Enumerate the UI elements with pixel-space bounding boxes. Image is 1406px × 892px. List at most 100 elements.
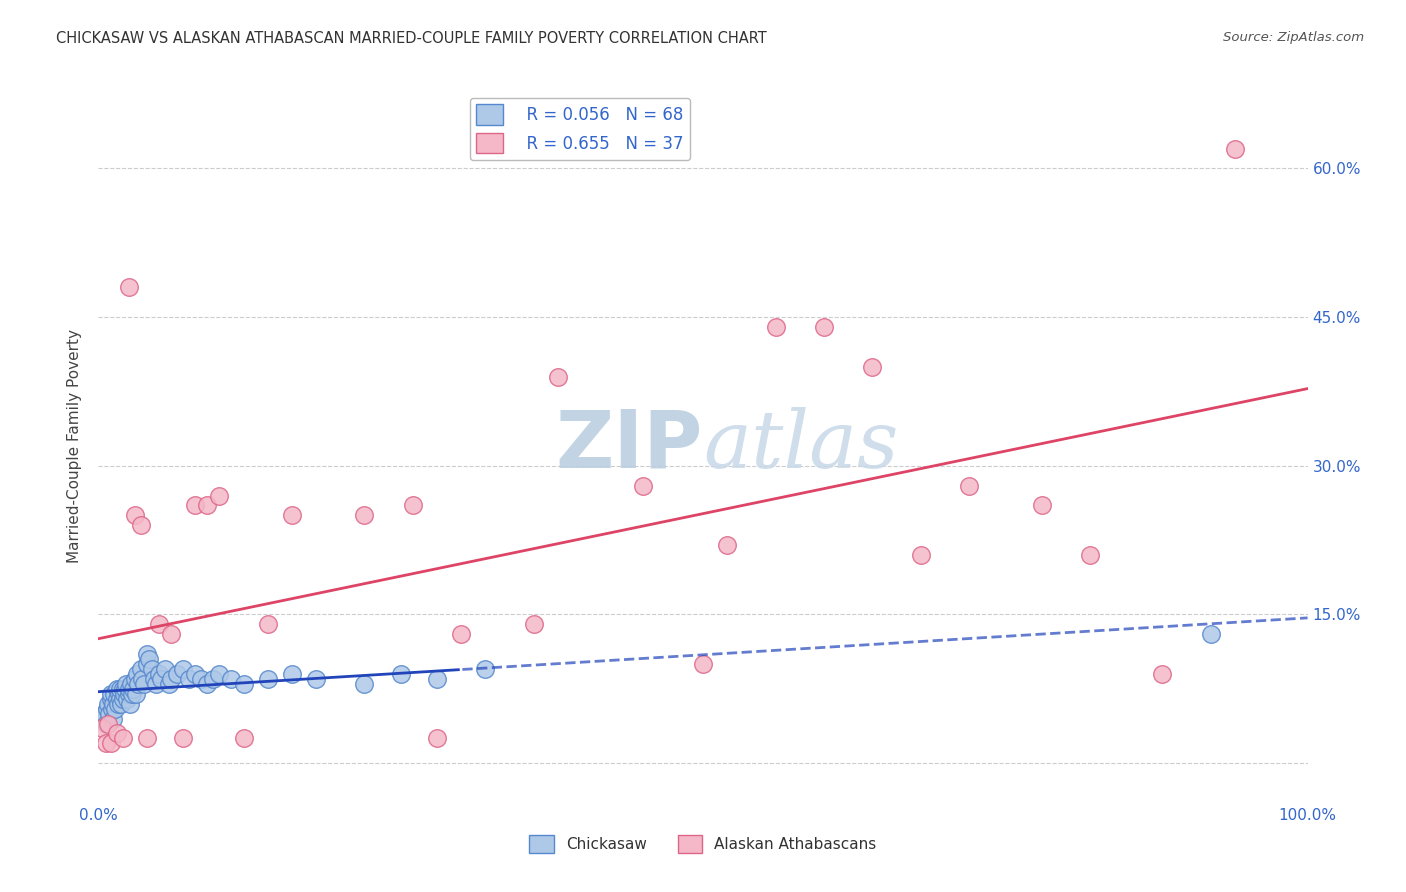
Point <box>232 677 254 691</box>
Point <box>281 667 304 681</box>
Point <box>208 667 231 681</box>
Point <box>716 538 738 552</box>
Point <box>93 706 115 721</box>
Point <box>860 359 883 374</box>
Point <box>305 672 328 686</box>
Y-axis label: Married-Couple Family Poverty: Married-Couple Family Poverty <box>67 329 83 563</box>
Point <box>118 681 141 696</box>
Point <box>118 697 141 711</box>
Point <box>160 627 183 641</box>
Point <box>256 617 278 632</box>
Point <box>160 672 183 686</box>
Point <box>91 712 114 726</box>
Point <box>179 672 201 686</box>
Point <box>100 691 122 706</box>
Point <box>114 681 136 696</box>
Point <box>141 662 163 676</box>
Point <box>105 726 128 740</box>
Point <box>143 672 166 686</box>
Point <box>111 691 134 706</box>
Point <box>122 681 145 696</box>
Point <box>1078 548 1101 562</box>
Point <box>105 681 128 696</box>
Point <box>108 681 131 696</box>
Point <box>118 687 141 701</box>
Point <box>190 672 212 686</box>
Point <box>256 672 278 686</box>
Point <box>135 731 157 746</box>
Point <box>134 677 156 691</box>
Point <box>138 652 160 666</box>
Point <box>148 667 170 681</box>
Point <box>108 691 131 706</box>
Point <box>98 706 121 721</box>
Point <box>127 677 149 691</box>
Point <box>111 681 134 696</box>
Point <box>523 617 546 632</box>
Legend: Chickasaw, Alaskan Athabascans: Chickasaw, Alaskan Athabascans <box>523 829 883 859</box>
Point <box>813 320 835 334</box>
Point <box>108 687 131 701</box>
Point <box>97 716 120 731</box>
Point <box>145 677 167 691</box>
Point <box>221 672 243 686</box>
Point <box>104 701 127 715</box>
Point <box>547 369 569 384</box>
Point <box>101 697 124 711</box>
Point <box>153 662 176 676</box>
Point <box>120 677 142 691</box>
Point <box>148 617 170 632</box>
Text: atlas: atlas <box>703 408 898 484</box>
Point <box>202 672 225 686</box>
Point <box>957 478 980 492</box>
Text: CHICKASAW VS ALASKAN ATHABASCAN MARRIED-COUPLE FAMILY POVERTY CORRELATION CHART: CHICKASAW VS ALASKAN ATHABASCAN MARRIED-… <box>56 31 768 46</box>
Point <box>101 712 124 726</box>
Point <box>353 508 375 523</box>
Point <box>111 731 134 746</box>
Point <box>402 499 425 513</box>
Point <box>105 691 128 706</box>
Point <box>100 736 122 750</box>
Point <box>1152 667 1174 681</box>
Point <box>281 508 304 523</box>
Point <box>121 687 143 701</box>
Point <box>112 687 135 701</box>
Point <box>103 687 125 701</box>
Point <box>353 677 375 691</box>
Point <box>389 667 412 681</box>
Point <box>125 687 148 701</box>
Point <box>91 722 114 736</box>
Point <box>115 677 138 691</box>
Point <box>100 687 122 701</box>
Point <box>172 662 194 676</box>
Point <box>1199 627 1222 641</box>
Point <box>765 320 787 334</box>
Point <box>184 499 207 513</box>
Point <box>150 672 173 686</box>
Text: Source: ZipAtlas.com: Source: ZipAtlas.com <box>1223 31 1364 45</box>
Point <box>426 672 449 686</box>
Point <box>1031 499 1053 513</box>
Point <box>208 489 231 503</box>
Point <box>97 697 120 711</box>
Point <box>131 672 153 686</box>
Point <box>124 672 146 686</box>
Point <box>100 701 122 715</box>
Point <box>1223 142 1246 156</box>
Point <box>474 662 496 676</box>
Point <box>127 667 149 681</box>
Point <box>692 657 714 671</box>
Point <box>232 731 254 746</box>
Point <box>107 697 129 711</box>
Point <box>94 716 117 731</box>
Point <box>96 701 118 715</box>
Point <box>184 667 207 681</box>
Point <box>129 518 152 533</box>
Point <box>631 478 654 492</box>
Point <box>94 736 117 750</box>
Point <box>110 697 132 711</box>
Point <box>195 677 218 691</box>
Point <box>129 662 152 676</box>
Point <box>135 647 157 661</box>
Point <box>172 731 194 746</box>
